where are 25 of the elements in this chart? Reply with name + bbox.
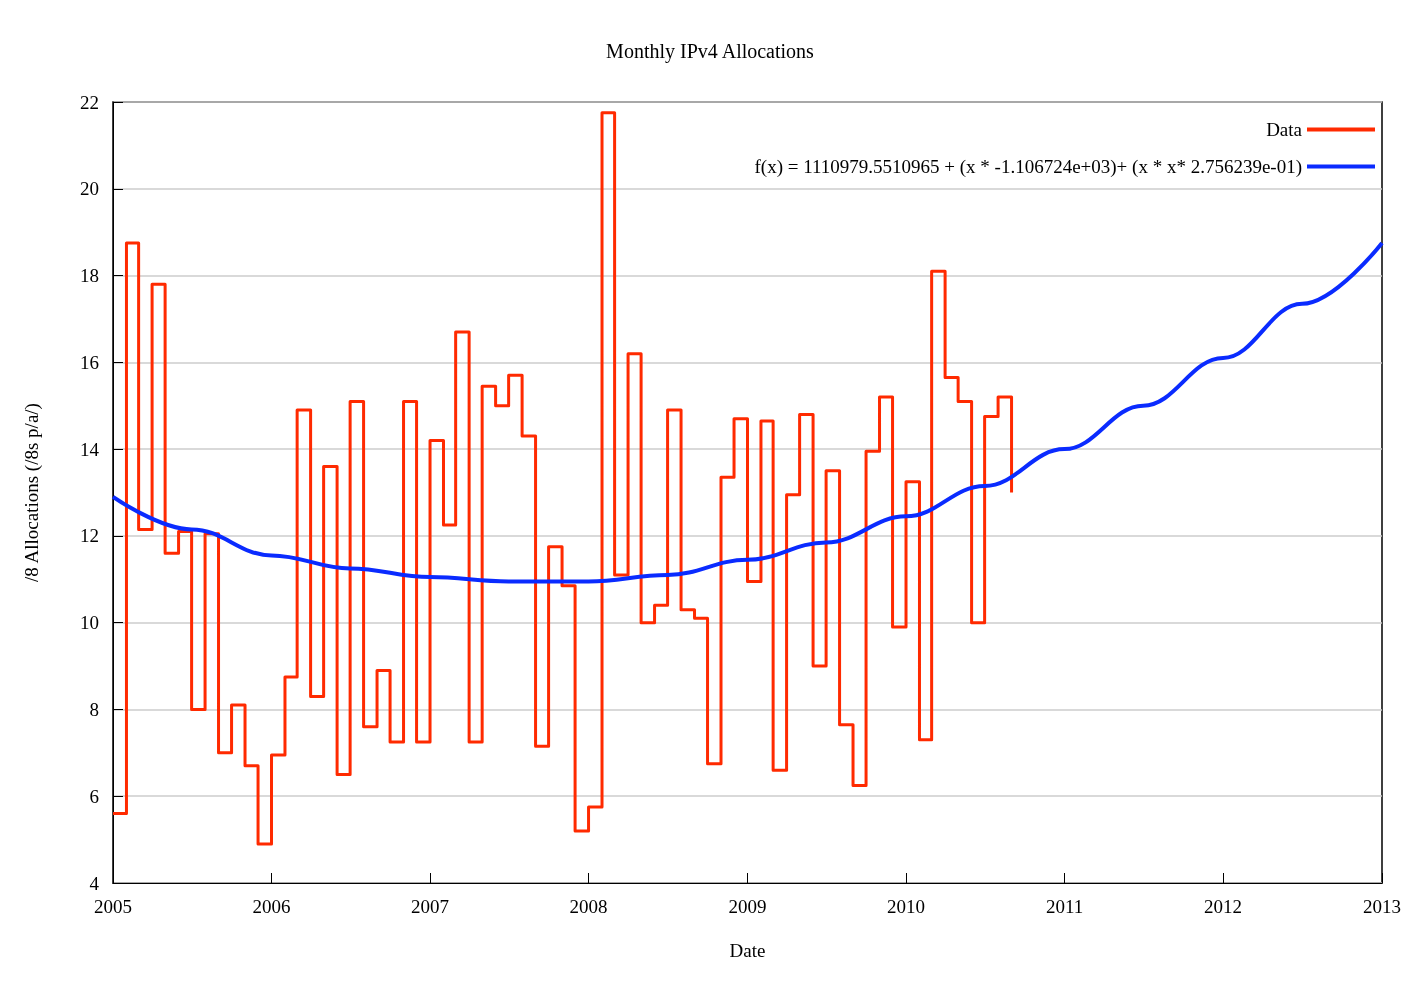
y-tick-label: 4 <box>89 872 100 894</box>
line-series <box>111 241 1384 584</box>
y-tick-label: 14 <box>80 438 100 460</box>
x-tick-label: 2009 <box>728 896 767 917</box>
y-tick-label: 20 <box>80 178 99 200</box>
x-tick-label: 2008 <box>569 896 608 917</box>
y-tick-label: 12 <box>80 525 99 547</box>
x-tick-label: 2006 <box>252 896 291 917</box>
y-tick-label: 22 <box>80 91 99 113</box>
y-axis-title: /8 Allocations (/8s p/a/) <box>21 403 43 582</box>
legend-label: f(x) = 1110979.5510965 + (x * -1.106724e+03)+ (x * x* 2.756239e-01) <box>754 156 1302 178</box>
x-axis-title: Date <box>729 940 766 961</box>
y-tick-label: 6 <box>89 785 99 807</box>
x-tick-label: 2005 <box>94 896 132 917</box>
x-tick-label: 2010 <box>887 896 926 917</box>
x-tick-label: 2013 <box>1363 896 1401 917</box>
y-tick-label: 18 <box>80 265 99 287</box>
legend-label: Data <box>1266 119 1303 140</box>
x-tick-label: 2007 <box>411 896 450 917</box>
y-tick-label: 16 <box>80 351 99 373</box>
x-tick-label: 2012 <box>1204 896 1243 917</box>
y-tick-label: 10 <box>80 612 99 634</box>
x-tick-label: 2011 <box>1045 896 1084 917</box>
y-tick-label: 8 <box>89 698 99 720</box>
chart-title: Monthly IPv4 Allocations <box>606 40 815 63</box>
